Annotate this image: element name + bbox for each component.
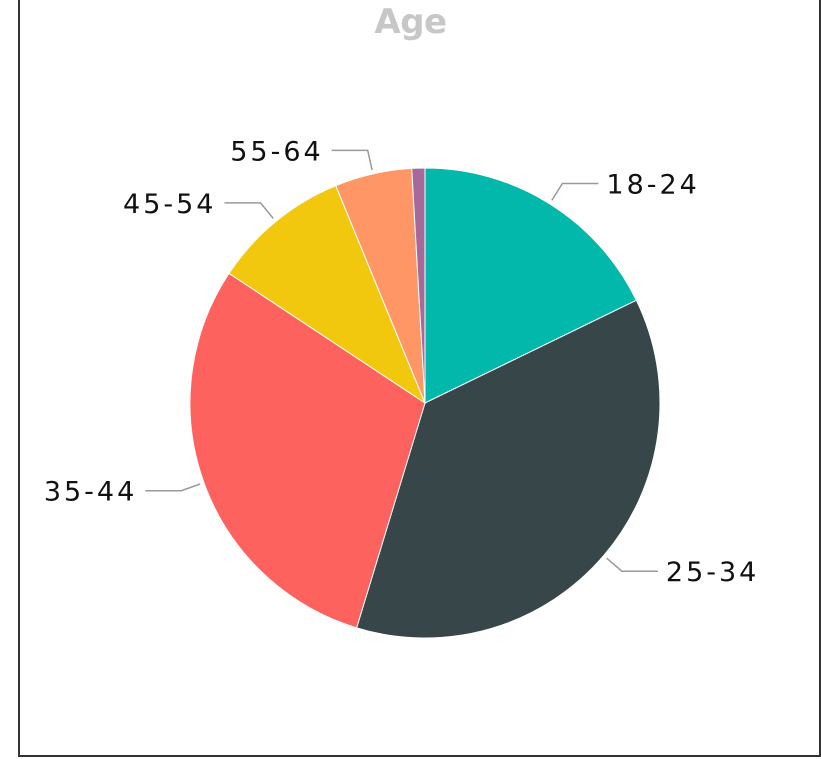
- leader-line-55-64: [331, 149, 373, 171]
- slice-labels: 18-24 25-34 35-44 45-54 55-64: [44, 136, 759, 588]
- pie-slice-other[interactable]: [411, 167, 426, 404]
- leader-line-18-24: [551, 182, 599, 201]
- pie-slice-45-54[interactable]: [228, 184, 427, 405]
- leader-line-35-44: [145, 483, 201, 492]
- leader-lines: [145, 149, 658, 572]
- leader-line-45-54: [224, 202, 274, 219]
- slice-label-25-34: 25-34: [666, 557, 759, 588]
- slice-label-45-54: 45-54: [123, 189, 216, 220]
- pie-slice-18-24[interactable]: [424, 167, 638, 404]
- slice-label-35-44: 35-44: [44, 477, 137, 508]
- slice-label-55-64: 55-64: [230, 136, 323, 167]
- pie-slice-25-34[interactable]: [355, 299, 661, 639]
- chart-title: Age: [374, 2, 447, 42]
- pie-slice-35-44[interactable]: [189, 272, 426, 629]
- leader-line-25-34: [606, 557, 658, 572]
- slice-label-18-24: 18-24: [606, 170, 699, 201]
- pie-slices: [189, 167, 661, 639]
